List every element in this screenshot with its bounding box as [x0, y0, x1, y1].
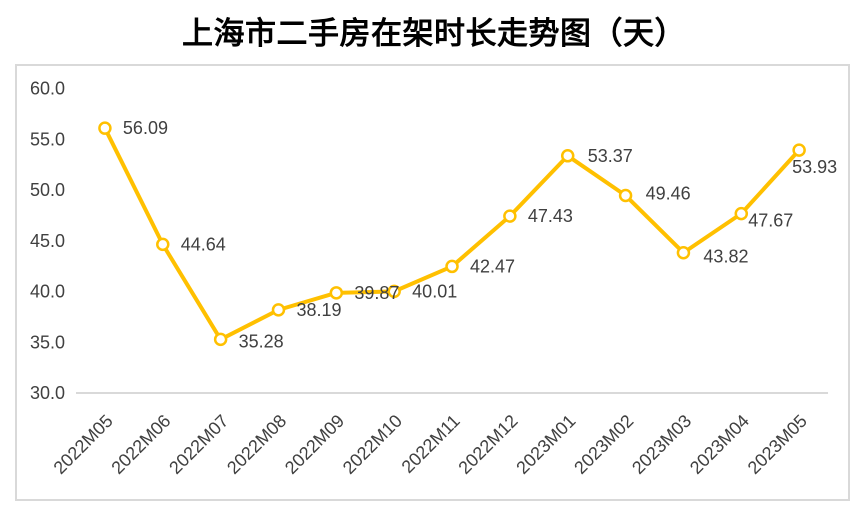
x-axis-label: 2022M11	[398, 411, 464, 477]
x-axis-label: 2023M05	[744, 411, 811, 478]
data-point-label: 53.37	[588, 146, 633, 166]
trend-chart: 60.055.050.045.040.035.030.02022M052022M…	[30, 79, 837, 478]
y-axis-label: 35.0	[30, 332, 65, 352]
y-axis-label: 30.0	[30, 383, 65, 403]
data-point-label: 49.46	[646, 183, 691, 203]
data-point-label: 53.93	[792, 157, 837, 177]
data-point-label: 42.47	[470, 256, 515, 276]
y-axis-label: 40.0	[30, 282, 65, 302]
data-point-marker	[560, 149, 575, 163]
data-point-label: 44.64	[181, 234, 226, 254]
data-point-marker	[676, 245, 691, 260]
data-point-marker	[98, 121, 112, 135]
x-axis-label: 2022M12	[454, 411, 521, 478]
chart-frame: 60.0 55.0 50.0 45.0 40.0 35.0 30.0 2022M05 2022M…	[15, 64, 850, 501]
data-point-marker	[387, 284, 401, 299]
data-point-label: 40.01	[412, 281, 457, 301]
data-point-marker	[213, 332, 228, 347]
x-axis-label: 2022M06	[107, 411, 174, 478]
x-axis-label: 2023M02	[570, 411, 637, 478]
x-axis-label: 2023M03	[628, 411, 695, 478]
y-axis-label: 50.0	[30, 180, 65, 200]
data-point-label: 47.67	[748, 211, 793, 231]
data-point-marker	[618, 188, 633, 203]
x-axis-label: 2023M01	[512, 411, 579, 478]
data-point-marker	[329, 286, 344, 300]
data-point-label: 47.43	[528, 206, 573, 226]
y-axis-label: 60.0	[30, 79, 65, 99]
data-point-marker	[734, 206, 749, 221]
data-point-marker	[503, 209, 517, 223]
x-axis-label: 2022M09	[281, 411, 348, 478]
x-axis-label: 2022M08	[223, 411, 290, 478]
data-point-marker	[156, 237, 170, 252]
data-point-label: 39.87	[354, 283, 399, 303]
data-point-label: 38.19	[296, 300, 341, 320]
chart-title: 上海市二手房在架时长走势图（天）	[182, 16, 686, 51]
y-axis-label: 55.0	[30, 129, 65, 149]
x-axis-label: 2022M10	[339, 411, 406, 478]
data-point-marker	[792, 143, 806, 157]
data-point-label: 56.09	[123, 118, 168, 138]
data-point-label: 43.82	[703, 247, 748, 267]
x-axis-label: 2022M05	[50, 411, 117, 478]
data-point-marker	[271, 303, 286, 317]
data-point-marker	[445, 259, 459, 274]
y-axis-label: 45.0	[30, 231, 65, 251]
x-axis-label: 2023M04	[686, 411, 753, 478]
data-point-label: 35.28	[239, 331, 284, 351]
x-axis-label: 2022M07	[165, 411, 232, 478]
